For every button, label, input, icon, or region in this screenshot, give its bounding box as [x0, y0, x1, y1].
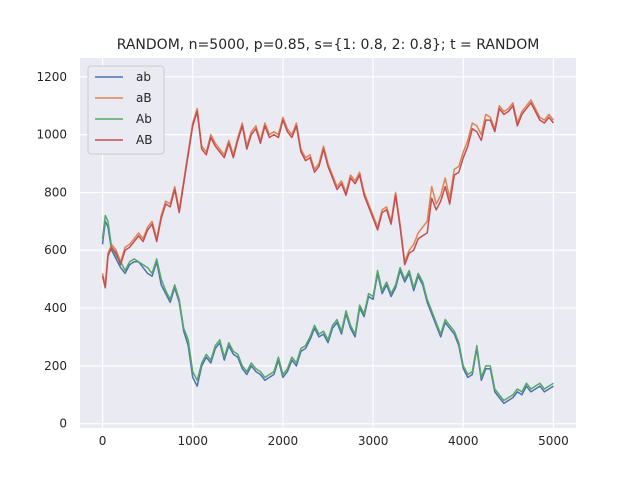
legend-box — [87, 65, 165, 155]
legend: ab aB Ab AB — [87, 65, 165, 155]
legend-label-Ab: Ab — [136, 112, 152, 126]
y-tick-label: 600 — [44, 243, 67, 257]
y-tick-label: 200 — [44, 359, 67, 373]
y-tick-label: 1200 — [36, 70, 67, 84]
legend-label-ab: ab — [136, 70, 151, 84]
ticks-group: 0 1000 2000 3000 4000 5000 0 200 400 600 800 1000 12… — [36, 70, 568, 448]
series-line-Ab — [101, 214, 554, 402]
x-tick-label: 1000 — [177, 434, 208, 448]
legend-label-AB: AB — [136, 133, 152, 147]
series-line-AB — [101, 102, 555, 289]
y-tick-label: 1000 — [36, 128, 67, 142]
x-tick-label: 3000 — [358, 434, 389, 448]
x-tick-label: 0 — [99, 434, 107, 448]
chart-title: RANDOM, n=5000, p=0.85, s={1: 0.8, 2: 0.… — [117, 37, 540, 53]
x-tick-label: 4000 — [448, 434, 479, 448]
y-tick-label: 800 — [44, 185, 67, 199]
y-tick-label: 0 — [59, 417, 67, 431]
y-tick-label: 400 — [44, 301, 67, 315]
legend-label-aB: aB — [136, 91, 152, 105]
x-tick-label: 2000 — [268, 434, 299, 448]
x-tick-label: 5000 — [538, 434, 569, 448]
series-group — [101, 99, 555, 405]
